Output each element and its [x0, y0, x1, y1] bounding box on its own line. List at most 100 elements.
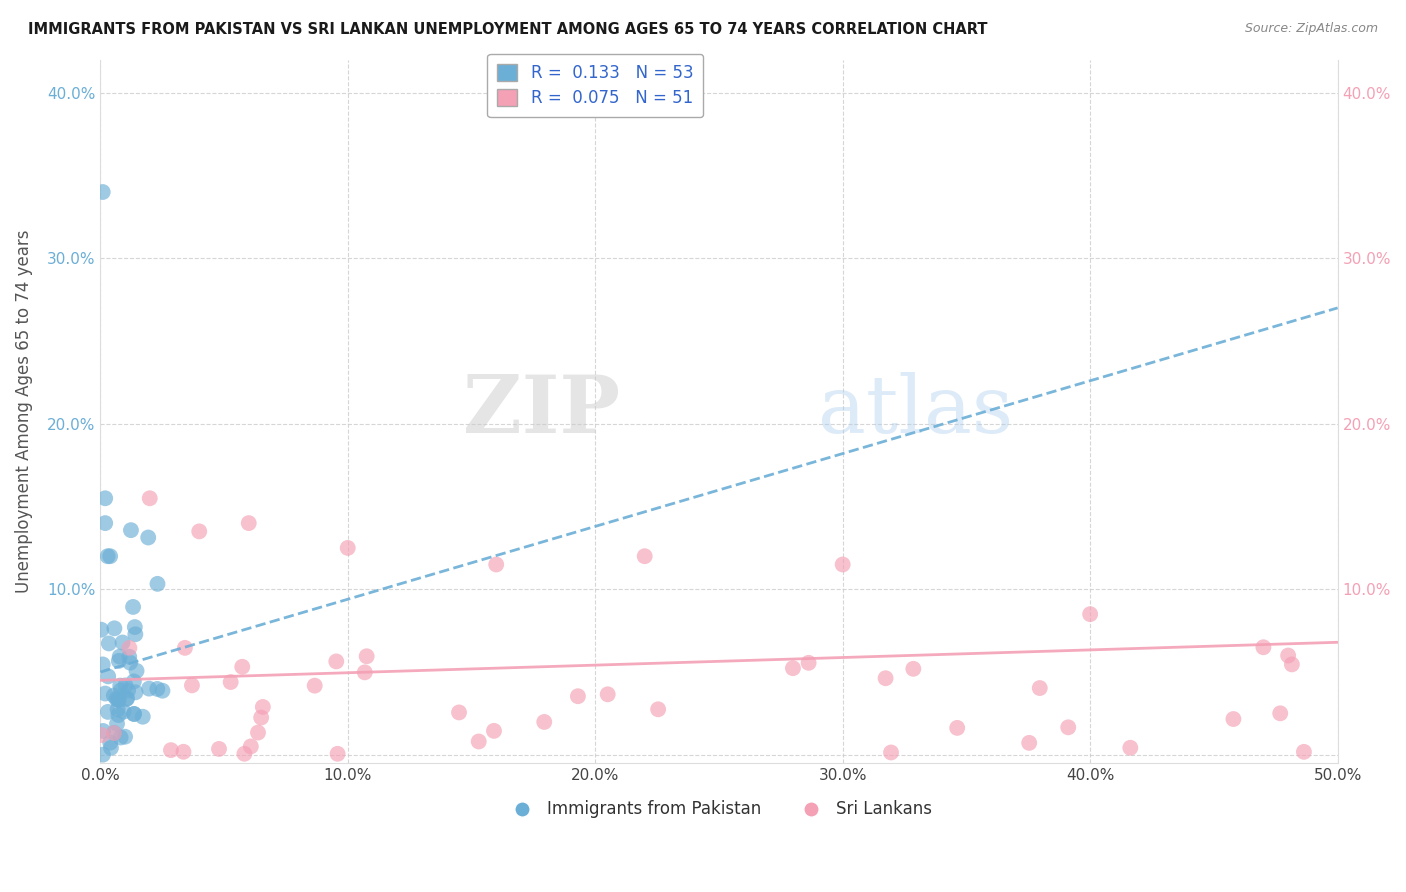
Point — [98, 736, 121, 750]
Point — [146, 681, 169, 696]
Point — [1292, 745, 1315, 759]
Point — [120, 523, 142, 537]
Point — [122, 706, 145, 721]
Point — [946, 721, 969, 735]
Point — [94, 516, 117, 530]
Point — [231, 660, 253, 674]
Point — [100, 740, 122, 755]
Point — [90, 728, 112, 742]
Point — [1277, 648, 1299, 663]
Point — [596, 687, 619, 701]
Point — [97, 549, 120, 564]
Point — [647, 702, 669, 716]
Point — [112, 705, 135, 719]
Point — [1029, 681, 1052, 695]
Text: atlas: atlas — [818, 372, 1014, 450]
Point — [1270, 706, 1292, 721]
Point — [114, 678, 136, 692]
Point — [634, 549, 657, 564]
Point — [90, 623, 112, 637]
Point — [136, 531, 159, 545]
Point — [567, 690, 589, 704]
Point — [103, 726, 125, 740]
Y-axis label: Unemployment Among Ages 65 to 74 years: Unemployment Among Ages 65 to 74 years — [15, 229, 32, 593]
Point — [797, 656, 820, 670]
Point — [336, 541, 359, 555]
Point — [188, 524, 211, 539]
Point — [108, 693, 131, 707]
Point — [115, 691, 138, 706]
Point — [115, 692, 138, 706]
Point — [152, 683, 174, 698]
Point — [467, 734, 489, 748]
Point — [875, 671, 897, 685]
Point — [132, 710, 155, 724]
Point — [353, 665, 375, 680]
Point — [103, 689, 125, 703]
Point — [138, 681, 160, 696]
Point — [107, 702, 129, 716]
Point — [118, 649, 141, 664]
Point — [94, 687, 117, 701]
Point — [325, 655, 347, 669]
Point — [110, 683, 132, 698]
Point — [114, 730, 136, 744]
Point — [97, 669, 120, 683]
Point — [239, 739, 262, 754]
Point — [1281, 657, 1303, 672]
Point — [903, 662, 925, 676]
Point — [110, 679, 132, 693]
Legend: Immigrants from Pakistan, Sri Lankans: Immigrants from Pakistan, Sri Lankans — [499, 794, 939, 825]
Point — [94, 491, 117, 506]
Point — [219, 675, 242, 690]
Point — [107, 693, 129, 707]
Point — [125, 664, 148, 678]
Point — [105, 692, 128, 706]
Point — [97, 636, 120, 650]
Point — [233, 747, 256, 761]
Point — [246, 725, 269, 739]
Point — [103, 726, 125, 740]
Point — [122, 599, 145, 614]
Point — [485, 558, 508, 572]
Point — [98, 549, 121, 564]
Point — [97, 705, 120, 719]
Point — [1057, 720, 1080, 734]
Point — [831, 558, 853, 572]
Point — [146, 577, 169, 591]
Text: Source: ZipAtlas.com: Source: ZipAtlas.com — [1244, 22, 1378, 36]
Point — [1222, 712, 1244, 726]
Point — [124, 627, 146, 641]
Point — [1078, 607, 1101, 622]
Point — [1018, 736, 1040, 750]
Point — [880, 746, 903, 760]
Point — [160, 743, 183, 757]
Point — [108, 649, 131, 664]
Point — [107, 654, 129, 668]
Point — [120, 656, 142, 670]
Point — [533, 714, 555, 729]
Point — [1119, 740, 1142, 755]
Point — [172, 745, 194, 759]
Point — [91, 185, 114, 199]
Point — [103, 621, 125, 635]
Point — [208, 742, 231, 756]
Point — [482, 723, 505, 738]
Point — [118, 640, 141, 655]
Point — [250, 710, 273, 724]
Point — [91, 723, 114, 738]
Point — [238, 516, 260, 530]
Point — [304, 679, 326, 693]
Point — [122, 674, 145, 689]
Point — [122, 706, 145, 721]
Point — [91, 747, 114, 762]
Point — [117, 683, 139, 698]
Point — [111, 635, 134, 649]
Point — [356, 649, 378, 664]
Point — [110, 731, 132, 745]
Point — [124, 620, 146, 634]
Point — [105, 716, 128, 731]
Point — [181, 678, 204, 692]
Point — [326, 747, 349, 761]
Point — [447, 706, 470, 720]
